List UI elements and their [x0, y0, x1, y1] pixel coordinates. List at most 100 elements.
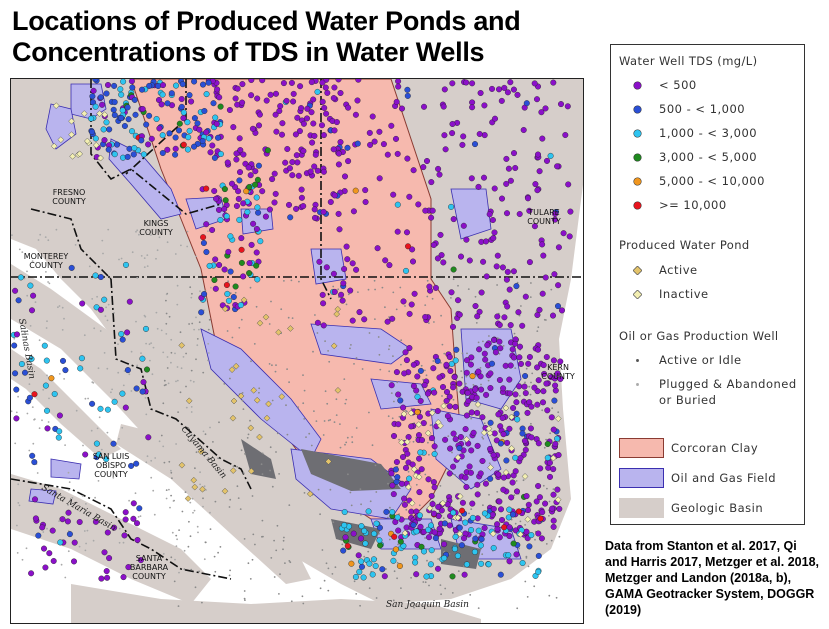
production-well-point	[550, 288, 553, 291]
water-well-point	[534, 364, 541, 371]
water-well-point	[542, 105, 549, 112]
production-well-point	[237, 497, 240, 499]
water-well-point	[489, 360, 496, 367]
water-well-point	[12, 370, 19, 377]
water-well-point	[101, 296, 108, 303]
production-well-point	[282, 539, 285, 542]
water-well-point	[479, 458, 486, 465]
production-well-point	[283, 280, 285, 282]
production-well-point	[101, 239, 104, 242]
water-well-point	[535, 151, 542, 158]
production-well-point	[138, 233, 140, 236]
cuyama-basin	[116, 424, 311, 584]
water-well-point	[428, 214, 435, 221]
production-well-point	[328, 360, 331, 363]
production-well-point	[48, 282, 51, 285]
water-well-point	[337, 89, 344, 96]
water-well-point	[501, 524, 508, 531]
water-well-point	[227, 268, 234, 275]
water-well-points	[11, 79, 574, 582]
water-well-point	[129, 84, 136, 91]
production-well-point	[74, 244, 77, 246]
production-well-point	[217, 457, 220, 460]
water-well-point	[472, 386, 479, 393]
water-well-point	[496, 377, 503, 384]
water-well-point	[253, 194, 260, 201]
water-well-point	[476, 346, 483, 353]
produced-water-pond	[68, 117, 75, 125]
water-well-point	[361, 316, 368, 323]
production-well-point	[243, 590, 246, 592]
water-well-point	[237, 302, 244, 309]
produced-water-pond	[521, 473, 529, 480]
water-well-point	[419, 437, 426, 444]
water-well-point	[97, 273, 104, 280]
production-well-point	[156, 249, 159, 252]
water-well-point	[514, 91, 521, 98]
production-well-point	[398, 513, 400, 515]
water-well-point	[406, 310, 413, 317]
production-well-point	[552, 488, 555, 491]
water-well-point	[48, 375, 55, 382]
water-well-point	[392, 466, 399, 473]
water-well-point	[487, 419, 494, 426]
produced-water-pond	[474, 401, 482, 408]
water-well-point	[431, 484, 438, 491]
production-well-point	[170, 494, 173, 497]
production-well-point	[312, 350, 314, 353]
production-well-point	[548, 514, 550, 517]
water-well-point	[441, 132, 448, 139]
production-well-point	[268, 363, 271, 365]
water-well-point	[559, 307, 566, 314]
water-well-point	[383, 508, 390, 515]
water-well-point	[68, 264, 75, 271]
production-well-point	[120, 462, 123, 464]
production-well-point	[291, 317, 294, 319]
production-well-point	[16, 524, 18, 527]
water-well-point	[143, 366, 150, 373]
water-well-point	[415, 201, 422, 208]
water-well-point	[272, 111, 279, 118]
legend-production-plugged-label: Plugged & Abandoned	[659, 377, 797, 391]
water-well-point	[140, 151, 147, 158]
water-well-point	[56, 412, 63, 419]
production-well-point	[534, 538, 536, 541]
water-well-point	[236, 135, 243, 142]
map-panel[interactable]: FRESNO COUNTY KINGS COUNTY MONTEREY COUNTY …	[10, 78, 584, 624]
produced-water-pond	[230, 397, 238, 405]
water-well-point	[277, 103, 284, 110]
water-well-point	[320, 208, 327, 215]
water-well-point	[450, 323, 457, 330]
production-well-point	[413, 606, 415, 609]
production-well-point	[81, 495, 84, 497]
production-well-point	[183, 549, 186, 552]
production-well-point	[247, 433, 250, 436]
water-well-point	[554, 486, 561, 493]
water-well-point	[327, 198, 334, 205]
water-well-point	[543, 354, 550, 361]
water-well-point	[283, 97, 290, 104]
geologic-basin-swatch	[619, 498, 664, 518]
production-well-point	[387, 482, 389, 485]
water-well-point	[248, 92, 255, 99]
production-well-point	[11, 410, 13, 413]
water-well-point	[450, 216, 457, 223]
legend-tds-label: 1,000 - < 3,000	[659, 126, 758, 140]
produced-water-pond	[463, 436, 470, 443]
map-canvas[interactable]: FRESNO COUNTY KINGS COUNTY MONTEREY COUNTY …	[11, 79, 584, 624]
water-well-point	[105, 146, 112, 153]
water-well-point	[494, 521, 501, 528]
production-well-point	[165, 383, 167, 386]
water-well-point	[393, 98, 400, 105]
production-well-point	[158, 236, 161, 239]
water-well-point	[401, 501, 408, 508]
water-well-point	[494, 313, 501, 320]
production-well-point	[91, 298, 94, 300]
production-well-point	[321, 549, 324, 551]
water-well-point	[349, 260, 356, 267]
water-well-point	[475, 527, 482, 534]
water-well-point	[211, 276, 218, 283]
water-well-point	[462, 426, 469, 433]
production-well-point	[202, 497, 204, 500]
production-well-point	[143, 257, 146, 259]
